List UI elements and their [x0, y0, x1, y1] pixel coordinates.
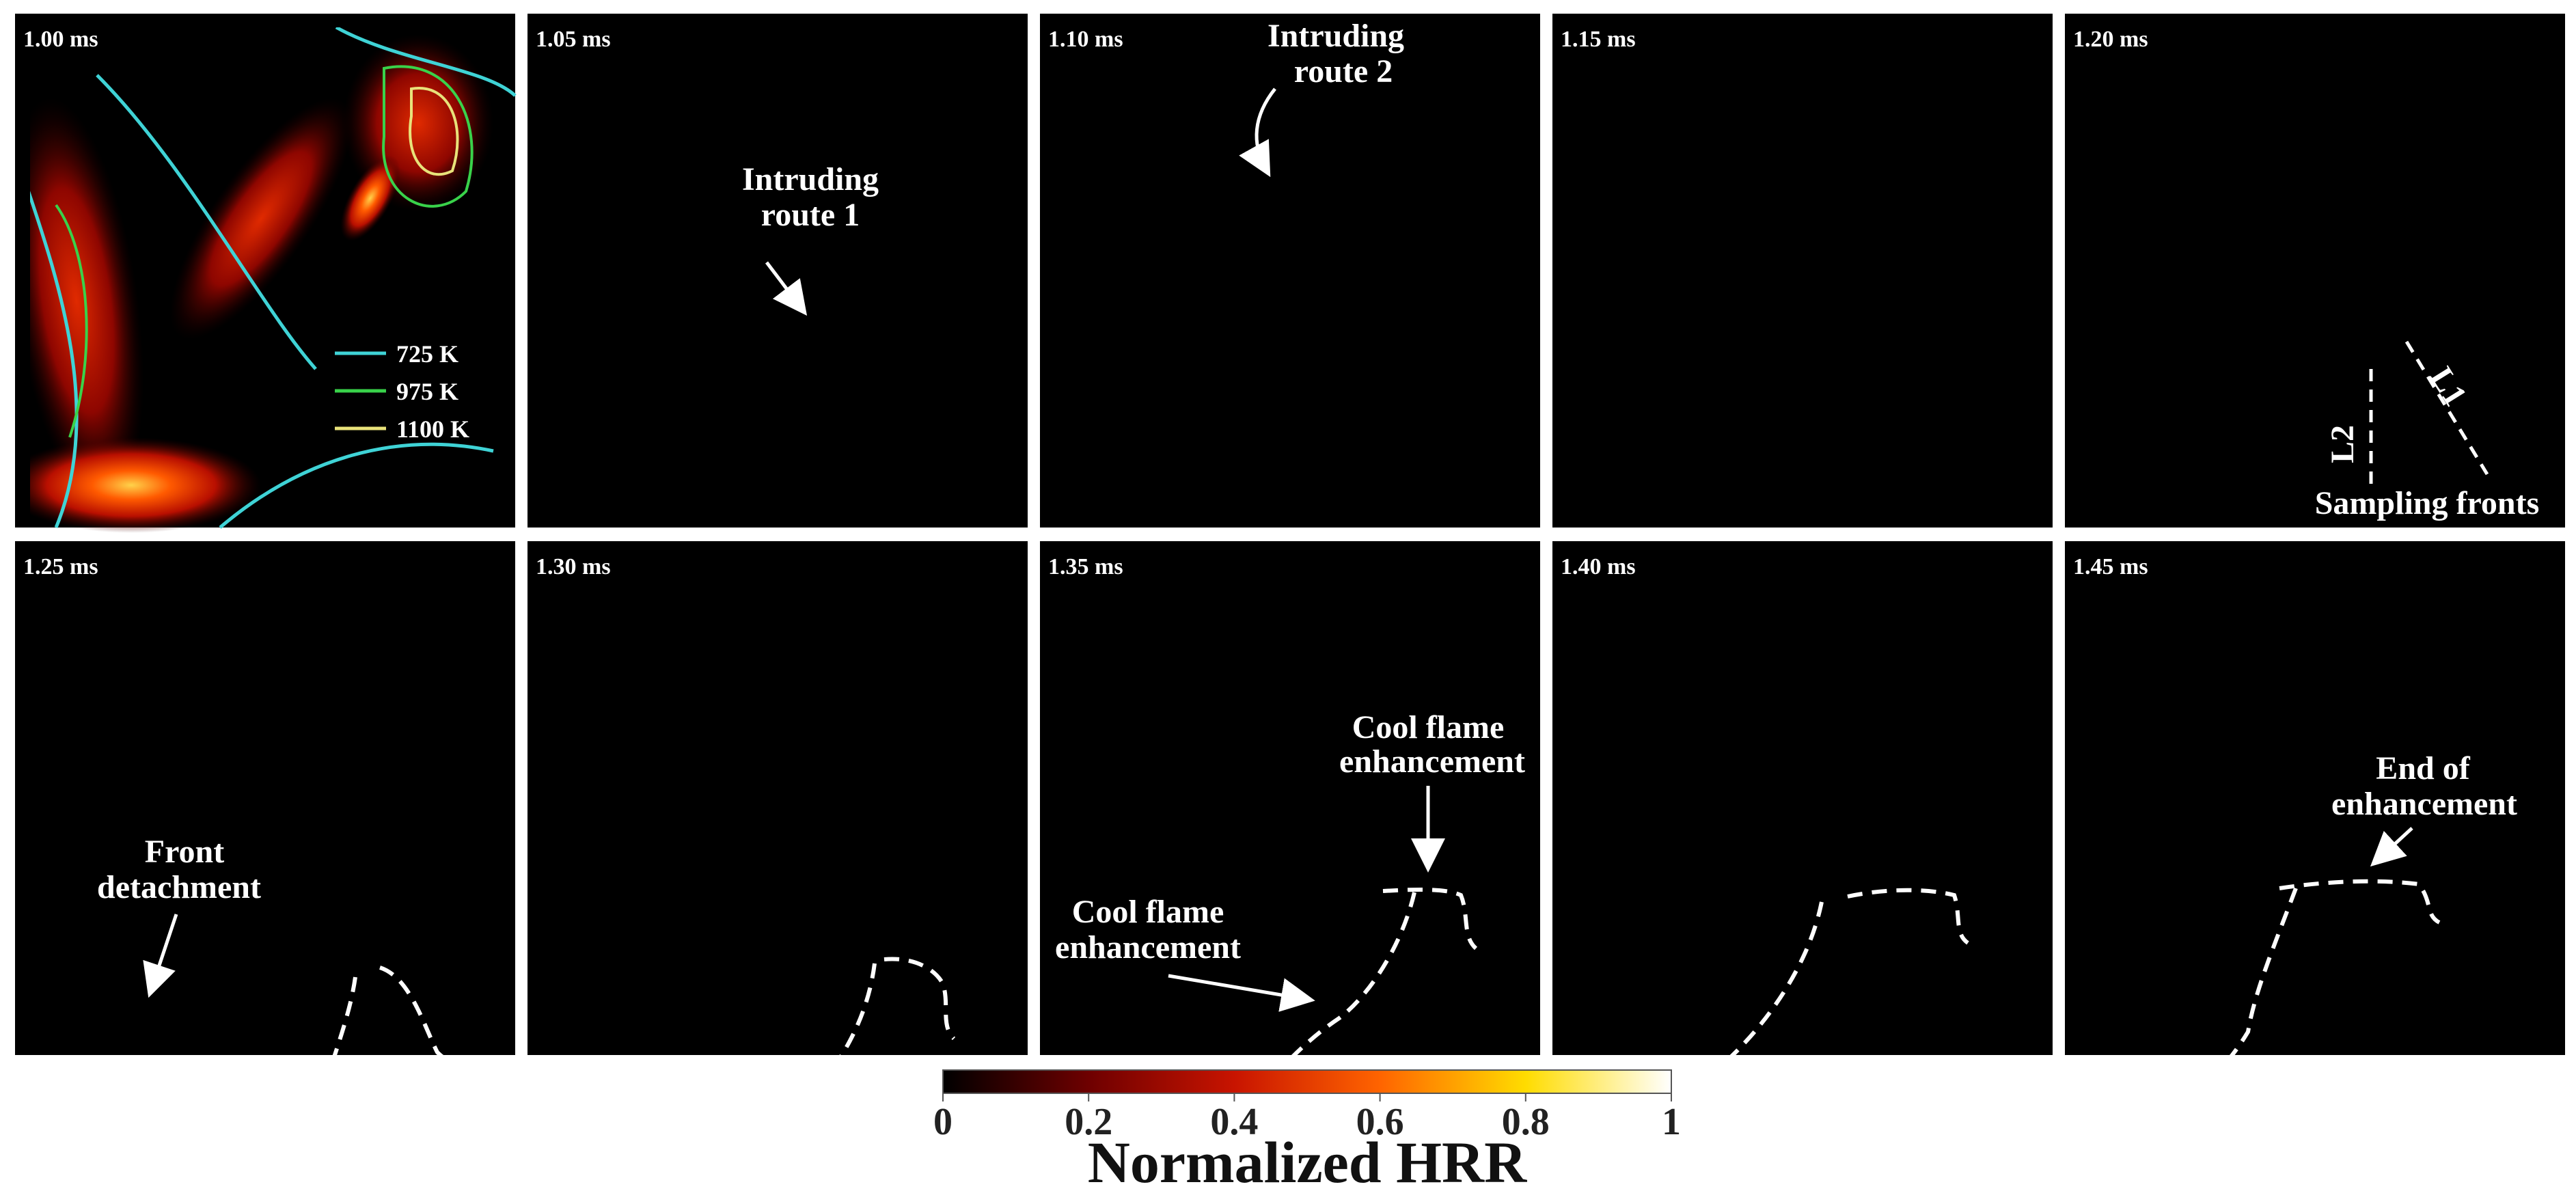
panel-time: 1.00 ms — [23, 27, 98, 52]
panel-10: 1.45 ms — [2065, 541, 2565, 1104]
label-intruding-route-2: Intruding — [1268, 18, 1404, 54]
panel-3: 1.10 ms — [1040, 14, 1540, 528]
panel-6: 1.25 ms — [15, 541, 515, 1114]
colorbar-tick-label: 0.8 — [1502, 1101, 1550, 1143]
panel-7: 1.30 ms — [527, 541, 1028, 1104]
label-front-detachment: Front — [145, 834, 224, 870]
colorbar-title: Normalized HRR — [1088, 1130, 1527, 1191]
panel-time: 1.40 ms — [1561, 554, 1636, 579]
panel-time: 1.25 ms — [23, 554, 98, 579]
panel-time: 1.35 ms — [1048, 554, 1123, 579]
colorbar-tick-label: 0.6 — [1356, 1101, 1404, 1143]
colorbar-ticks: 0 0.2 0.4 0.6 0.8 1 — [933, 1093, 1681, 1143]
panel-4: 1.15 ms — [1552, 14, 2053, 528]
colorbar-tick-label: 0.2 — [1065, 1101, 1112, 1143]
label-intruding-route-1: Intruding — [742, 161, 879, 197]
label-end-of-enhancement-line2: enhancement — [2331, 786, 2517, 822]
colorbar-gradient — [942, 1069, 1672, 1094]
label-intruding-route-1-line2: route 1 — [761, 197, 860, 233]
legend-label-975k: 975 K — [396, 378, 458, 405]
label-cool-flame-upper: Cool flame — [1352, 709, 1505, 745]
panel-8: 1.35 ms — [1040, 541, 1540, 1119]
panel-time: 1.05 ms — [536, 27, 611, 52]
label-end-of-enhancement: End of — [2376, 750, 2470, 786]
legend-label-1100k: 1100 K — [396, 415, 469, 443]
label-l2: L2 — [2325, 425, 2361, 463]
panel-1: 1.00 ms — [15, 14, 517, 533]
legend-label-725k: 725 K — [396, 340, 458, 368]
panel-time: 1.20 ms — [2073, 27, 2148, 52]
panel-time: 1.30 ms — [536, 554, 611, 579]
panel-time: 1.45 ms — [2073, 554, 2148, 579]
colorbar-tick-label: 0 — [933, 1101, 953, 1143]
label-cool-flame-upper-line2: enhancement — [1339, 743, 1525, 780]
label-cool-flame-lower-line2: enhancement — [1055, 929, 1241, 966]
colorbar-tick-label: 0.4 — [1210, 1101, 1258, 1143]
label-front-detachment-line2: detachment — [97, 869, 261, 905]
label-sampling-fronts: Sampling fronts — [2315, 485, 2540, 521]
panel-2: 1.05 ms — [527, 14, 1028, 528]
colorbar: 0 0.2 0.4 0.6 0.8 1 Normalized HRR — [933, 1069, 1681, 1191]
sampling-lines — [2369, 340, 2489, 485]
label-cool-flame-lower: Cool flame — [1072, 894, 1224, 930]
panel-time: 1.15 ms — [1561, 27, 1636, 52]
colorbar-tick-label: 1 — [1662, 1101, 1681, 1143]
panel-time: 1.10 ms — [1048, 27, 1123, 52]
panel-5: 1.20 ms — [2065, 14, 2565, 528]
temperature-legend: 725 K 975 K 1100 K — [335, 340, 469, 443]
annotations: Intruding route 1 Intruding route 2 L1 L… — [97, 18, 2540, 1012]
label-intruding-route-2-line2: route 2 — [1294, 53, 1393, 90]
panel-9: 1.40 ms — [1552, 541, 2053, 1102]
